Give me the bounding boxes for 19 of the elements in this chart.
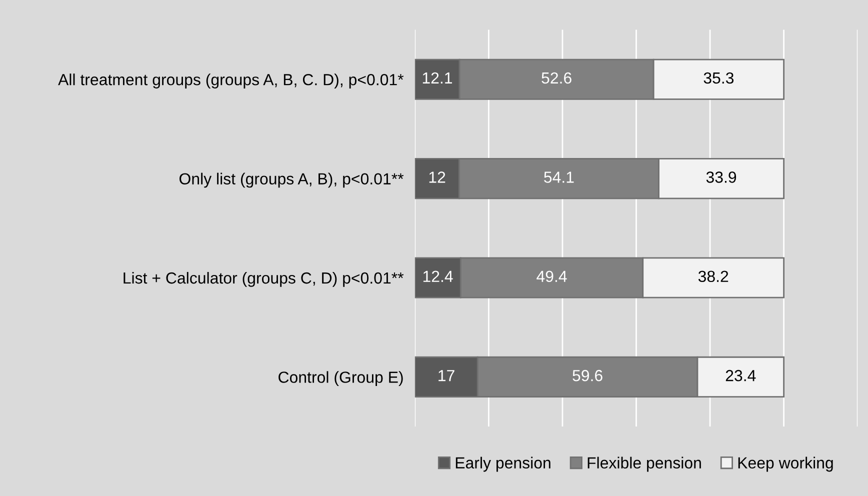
data-label: 33.9 — [706, 172, 736, 183]
y-tick-label: All treatment groups (groups A, B, C. D), p<0.01* — [58, 74, 404, 88]
y-tick-label: Control (Group E) — [278, 371, 403, 386]
data-label: 38.2 — [698, 270, 728, 282]
data-label: 12 — [429, 172, 446, 183]
legend-label: Flexible pension — [588, 456, 701, 472]
data-label: 52.6 — [542, 72, 572, 84]
data-label: 35.3 — [704, 72, 734, 84]
legend-label: Keep working — [738, 456, 833, 472]
data-label: 23.4 — [726, 370, 756, 382]
data-label: 17 — [438, 370, 454, 382]
data-label: 54.1 — [544, 172, 574, 183]
y-tick-label: Only list (groups A, B), p<0.01** — [180, 172, 404, 188]
data-label: 12.1 — [422, 72, 452, 84]
legend-label: Early pension — [456, 456, 550, 472]
data-label: 12.4 — [423, 270, 453, 282]
y-tick-label: List + Calculator (groups C, D) p<0.01** — [124, 272, 404, 287]
data-label: 59.6 — [572, 370, 602, 382]
data-label: 49.4 — [536, 270, 567, 282]
